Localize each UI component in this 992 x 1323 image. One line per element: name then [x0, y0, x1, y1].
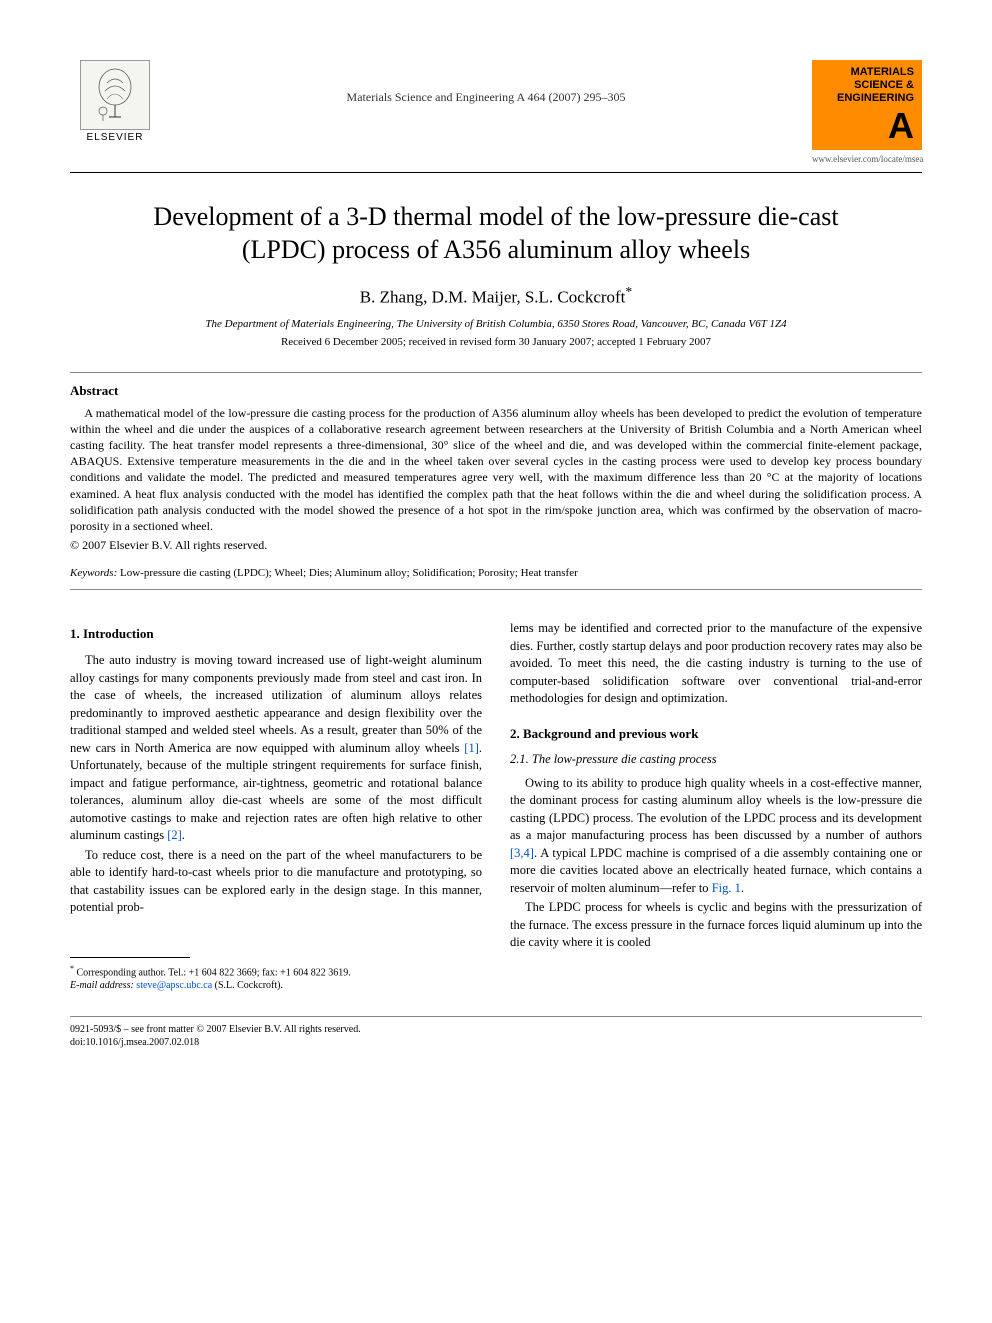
- journal-logo-box: MATERIALS SCIENCE & ENGINEERING A: [812, 60, 922, 150]
- ref-link-1[interactable]: [1]: [464, 741, 479, 755]
- section-2-heading: 2. Background and previous work: [510, 726, 922, 742]
- journal-logo-line1: MATERIALS: [820, 66, 914, 79]
- left-column: 1. Introduction The auto industry is mov…: [70, 620, 482, 992]
- journal-logo: MATERIALS SCIENCE & ENGINEERING A www.el…: [812, 60, 922, 164]
- affiliation: The Department of Materials Engineering,…: [70, 318, 922, 330]
- header-row: ELSEVIER Materials Science and Engineeri…: [70, 60, 922, 164]
- journal-url: www.elsevier.com/locate/msea: [812, 154, 922, 164]
- journal-reference-block: Materials Science and Engineering A 464 …: [160, 60, 812, 105]
- abstract-text: A mathematical model of the low-pressure…: [70, 405, 922, 535]
- footnote-email-attribution: (S.L. Cockcroft).: [215, 980, 283, 991]
- footnote-rule: [70, 957, 190, 958]
- journal-logo-letter: A: [820, 108, 914, 144]
- footnote-email[interactable]: steve@apsc.ubc.ca: [136, 980, 212, 991]
- ref-link-34[interactable]: [3,4]: [510, 846, 534, 860]
- footnote-block: * Corresponding author. Tel.: +1 604 822…: [70, 964, 482, 992]
- footnote-email-label: E-mail address:: [70, 980, 134, 991]
- header-rule: [70, 172, 922, 173]
- corresponding-mark: *: [625, 284, 632, 299]
- authors-names: B. Zhang, D.M. Maijer, S.L. Cockcroft: [360, 288, 626, 307]
- footer-line1: 0921-5093/$ – see front matter © 2007 El…: [70, 1023, 922, 1036]
- right-column: lems may be identified and corrected pri…: [510, 620, 922, 992]
- publisher-name: ELSEVIER: [87, 132, 144, 143]
- abstract-copyright: © 2007 Elsevier B.V. All rights reserved…: [70, 538, 922, 553]
- ref-link-2[interactable]: [2]: [167, 828, 182, 842]
- section-1-p1: The auto industry is moving toward incre…: [70, 652, 482, 845]
- article-title: Development of a 3-D thermal model of th…: [110, 201, 882, 266]
- journal-logo-line2: SCIENCE &: [820, 79, 914, 92]
- elsevier-tree-icon: [80, 60, 150, 130]
- section-2-1-heading: 2.1. The low-pressure die casting proces…: [510, 752, 922, 767]
- abstract-bottom-rule: [70, 589, 922, 590]
- section-2-1-p2: The LPDC process for wheels is cyclic an…: [510, 899, 922, 952]
- footer-line2: doi:10.1016/j.msea.2007.02.018: [70, 1036, 922, 1049]
- body-columns: 1. Introduction The auto industry is mov…: [70, 620, 922, 992]
- authors: B. Zhang, D.M. Maijer, S.L. Cockcroft*: [70, 284, 922, 308]
- section-1-p2-cont: lems may be identified and corrected pri…: [510, 620, 922, 708]
- section-1-p2: To reduce cost, there is a need on the p…: [70, 847, 482, 917]
- footer-rule: [70, 1016, 922, 1017]
- article-dates: Received 6 December 2005; received in re…: [70, 336, 922, 348]
- section-1-heading: 1. Introduction: [70, 626, 482, 642]
- footnote-email-line: E-mail address: steve@apsc.ubc.ca (S.L. …: [70, 979, 482, 992]
- fig-link-1[interactable]: Fig. 1: [712, 881, 741, 895]
- journal-reference: Materials Science and Engineering A 464 …: [160, 90, 812, 105]
- publisher-logo: ELSEVIER: [70, 60, 160, 143]
- abstract-label: Abstract: [70, 383, 922, 399]
- section-2-1-p1: Owing to its ability to produce high qua…: [510, 775, 922, 898]
- keywords-text: Low-pressure die casting (LPDC); Wheel; …: [120, 567, 578, 579]
- footnote-corresponding: * Corresponding author. Tel.: +1 604 822…: [70, 964, 482, 979]
- abstract-top-rule: [70, 372, 922, 373]
- keywords-block: Keywords: Low-pressure die casting (LPDC…: [70, 567, 922, 579]
- journal-logo-line3: ENGINEERING: [820, 92, 914, 105]
- keywords-label: Keywords:: [70, 567, 117, 579]
